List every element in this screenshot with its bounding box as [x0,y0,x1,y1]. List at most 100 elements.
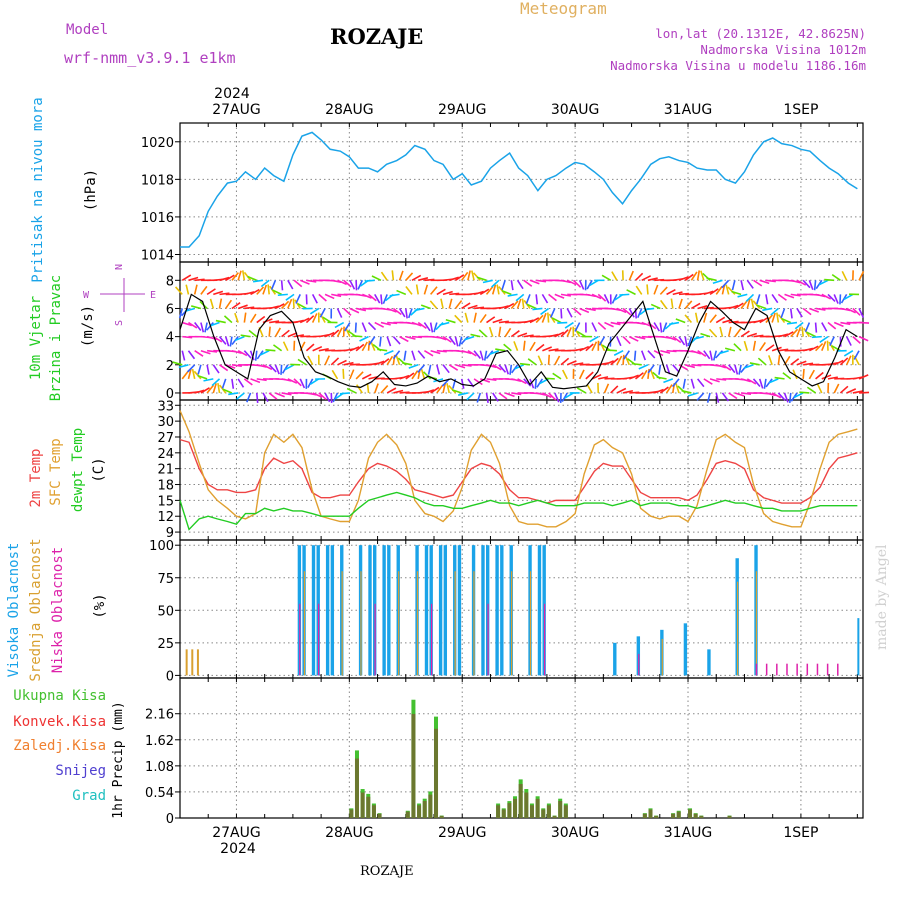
wind-barb [393,389,404,394]
footer-station: ROZAJE [360,864,414,879]
wind-barb [843,350,854,357]
wind-barb [260,279,270,288]
cloud-bar-low [816,663,819,676]
wind-barb [540,307,550,316]
wind-barb [523,334,534,338]
wind-barb [297,302,307,310]
wind-barb [566,279,577,286]
wind-barb [591,322,598,332]
wind-barb [613,350,624,356]
wind-barb [517,332,528,338]
wind-barb [486,378,497,381]
wind-barb [647,350,656,359]
wind-barb [511,392,522,396]
wind-barb [566,360,577,366]
wind-barb [678,336,686,346]
wind-barb [486,316,496,324]
cloud-bar-low [299,603,301,676]
wind-barb [784,293,795,299]
cloud-bar-low [638,653,640,676]
top-day-label: 27AUG [212,102,261,118]
wind-barb [585,307,596,312]
precip-bar-conv [671,813,676,818]
wind-barb [269,320,280,324]
wind-barb [659,386,669,394]
wind-barb [740,364,748,373]
wind-barb [771,392,782,399]
wind-barb [519,362,531,366]
wind-barb [269,305,280,310]
wind-barb [234,335,245,342]
cloud-bar-low [431,603,433,676]
wind-barb [529,341,536,352]
wind-barb [690,271,698,281]
wind-barb [324,355,330,366]
wind-barb [756,304,767,310]
wind-barb [746,378,757,385]
cloud-bar-mid [341,571,343,676]
cloud-bar-high [368,545,372,676]
top-day-label: 30AUG [551,102,600,118]
wind-barb [778,333,789,338]
wind-barb [332,392,339,403]
wind-barb [635,285,643,295]
wind-barb [212,383,217,394]
wind-barb [690,378,695,389]
wind-barb [498,326,502,337]
wind-barb [187,368,192,380]
wind-barb [408,364,419,369]
wind-barb [560,308,563,319]
mid-cloud-axis-title: Srednja Oblacnost [28,538,44,681]
wind-barb [697,305,708,310]
wind-barb [405,372,415,380]
wind-barb [361,373,372,380]
wind-barb [187,364,196,373]
wind-barb [318,293,327,302]
wind-barb [815,307,826,311]
wind-barb [265,349,276,352]
wind-barb [371,275,382,282]
ytick-label: 21 [157,463,174,478]
wind-barb [691,302,701,310]
model-name: wrf-nmm_v3.9.1 e1km [64,49,236,67]
wind-barb [740,378,751,383]
wind-barb [703,312,708,323]
wind-barb [715,285,723,295]
wind-barb [622,336,631,345]
ytick-label: 0.54 [145,786,174,801]
cloud-bar-high [537,545,542,676]
wind-barb [414,307,425,312]
wind-barb [249,313,257,323]
wind-barb [281,300,290,310]
wind-barb [777,354,781,365]
wind-barb [466,392,475,401]
temp2m-axis-title: 2m Temp [28,448,44,507]
wind-barb [504,392,515,398]
wind-barb [473,378,483,386]
ytick-label: 1016 [141,211,174,226]
wind-barb [225,364,236,369]
panels: 1014101610181020024689121518212427303302… [83,122,870,827]
wind-barb [275,303,285,310]
wind-barb [631,362,642,366]
wind-barb [193,284,198,295]
wind-barb [597,321,607,330]
cloud-bar-low [374,603,376,676]
precip-bar-conv [428,794,433,818]
wind-barb [675,383,680,394]
wind-barb [523,319,534,324]
precip-bar-conv [371,805,376,818]
cloud-bar [185,649,188,676]
wind-barb [675,318,686,324]
wind-barb [243,378,253,386]
cloud-bar-high [330,545,335,676]
wind-barb [404,308,408,319]
wind-barb [579,345,590,352]
wind-barb [309,307,320,315]
wind-barb [405,335,416,340]
wind-barb [734,302,744,310]
cloud-unit: (%) [92,593,108,618]
wind-barb [373,383,379,394]
wind-barb [781,317,792,324]
wind-barb [200,285,208,295]
